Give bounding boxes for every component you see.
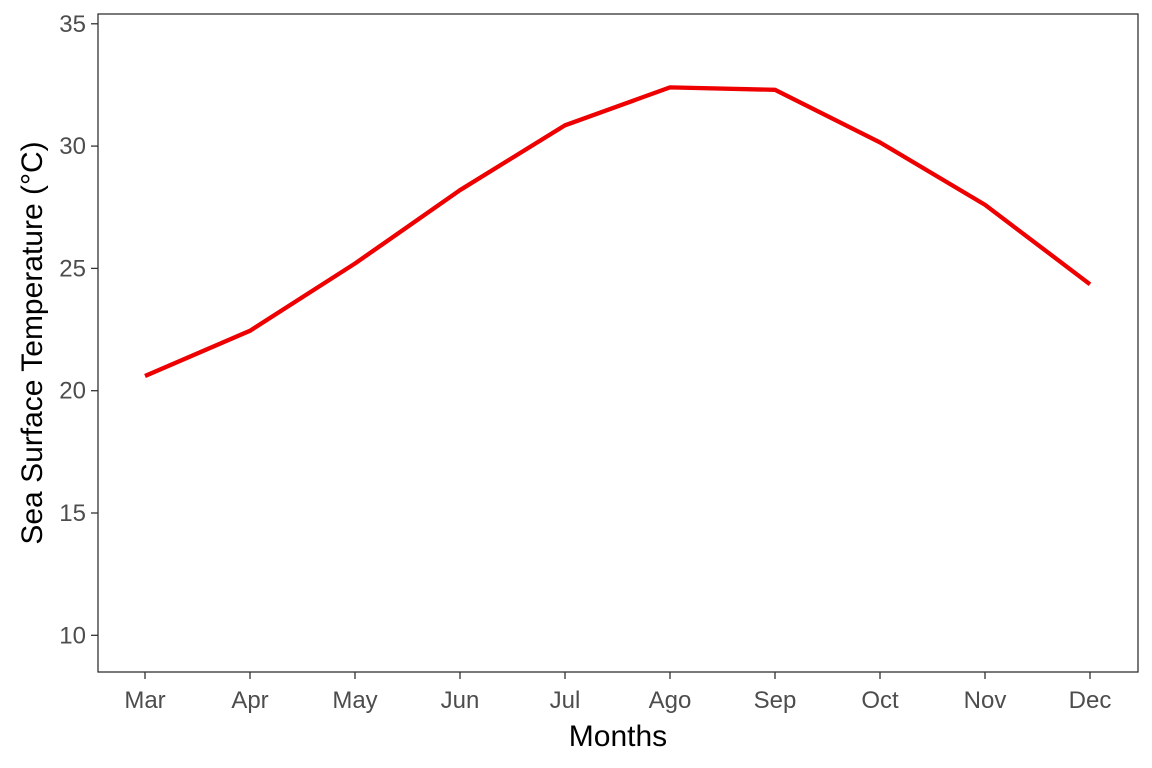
plot-panel xyxy=(97,13,1139,673)
y-axis: 10 15 20 25 30 35 xyxy=(59,11,98,649)
series-line xyxy=(144,85,1092,378)
y-axis-title: Sea Surface Temperature (°C) xyxy=(16,141,49,544)
x-axis-title: Months xyxy=(569,720,667,753)
y-tick-label: 30 xyxy=(59,133,86,160)
y-tick-label: 20 xyxy=(59,378,86,405)
y-tick-label: 10 xyxy=(59,622,86,649)
y-tick-label: 15 xyxy=(59,500,86,527)
y-tick-label: 25 xyxy=(59,255,86,282)
x-tick-label: Apr xyxy=(231,687,268,714)
x-tick-label: Oct xyxy=(861,687,899,714)
series-layer xyxy=(144,85,1092,378)
x-tick-label: Jun xyxy=(441,687,480,714)
x-tick-label: Dec xyxy=(1069,687,1112,714)
x-tick-label: Nov xyxy=(964,687,1007,714)
x-tick-label: Sep xyxy=(754,687,797,714)
x-tick-label: May xyxy=(332,687,377,714)
y-tick-label: 35 xyxy=(59,11,86,38)
x-axis: Mar Apr May Jun Jul Ago Sep Oct Nov Dec xyxy=(124,672,1111,714)
x-tick-label: Ago xyxy=(649,687,692,714)
x-tick-label: Jul xyxy=(550,687,581,714)
x-tick-label: Mar xyxy=(124,687,165,714)
